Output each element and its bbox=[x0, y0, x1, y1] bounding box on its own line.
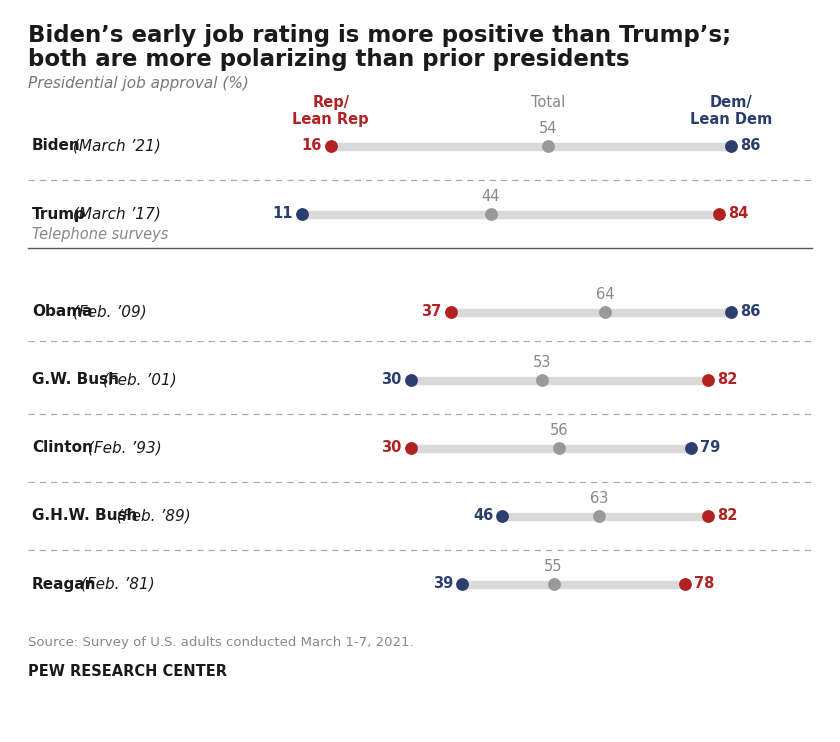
Point bbox=[598, 306, 612, 318]
Point bbox=[484, 208, 497, 220]
Text: Dem/
Lean Dem: Dem/ Lean Dem bbox=[690, 95, 772, 128]
Text: (Feb. ’01): (Feb. ’01) bbox=[97, 372, 176, 387]
Text: (Feb. ’93): (Feb. ’93) bbox=[83, 441, 162, 456]
Text: 78: 78 bbox=[694, 576, 714, 591]
Text: (Feb. ’81): (Feb. ’81) bbox=[76, 577, 155, 591]
Point bbox=[724, 306, 738, 318]
Text: (Feb. ’89): (Feb. ’89) bbox=[113, 508, 191, 524]
Text: 54: 54 bbox=[538, 121, 557, 136]
Text: 64: 64 bbox=[596, 287, 614, 302]
Bar bbox=[331, 142, 731, 149]
Point bbox=[324, 140, 338, 152]
Point bbox=[547, 578, 560, 590]
Point bbox=[535, 374, 549, 386]
Text: Obama: Obama bbox=[32, 304, 92, 320]
Point bbox=[592, 510, 606, 522]
Text: 39: 39 bbox=[433, 576, 453, 591]
Text: Source: Survey of U.S. adults conducted March 1-7, 2021.: Source: Survey of U.S. adults conducted … bbox=[28, 636, 413, 649]
Text: G.W. Bush: G.W. Bush bbox=[32, 372, 119, 387]
Text: (Feb. ’09): (Feb. ’09) bbox=[68, 304, 147, 320]
Text: Telephone surveys: Telephone surveys bbox=[32, 226, 168, 241]
Text: Rep/
Lean Rep: Rep/ Lean Rep bbox=[292, 95, 369, 128]
Text: 82: 82 bbox=[717, 508, 738, 522]
Text: Biden’s early job rating is more positive than Trump’s;: Biden’s early job rating is more positiv… bbox=[28, 24, 731, 47]
Text: 79: 79 bbox=[700, 439, 720, 455]
Text: 82: 82 bbox=[717, 372, 738, 387]
Point bbox=[701, 510, 715, 522]
Text: 63: 63 bbox=[590, 491, 608, 506]
Point bbox=[404, 374, 417, 386]
Point bbox=[455, 578, 469, 590]
Text: Reagan: Reagan bbox=[32, 577, 97, 591]
Text: 53: 53 bbox=[533, 355, 551, 370]
Bar bbox=[502, 513, 708, 519]
Point bbox=[541, 140, 554, 152]
Text: Clinton: Clinton bbox=[32, 441, 92, 456]
Text: Biden: Biden bbox=[32, 139, 81, 154]
Text: 56: 56 bbox=[550, 423, 569, 438]
Point bbox=[296, 208, 309, 220]
Point bbox=[724, 140, 738, 152]
Point bbox=[553, 442, 566, 454]
Bar bbox=[302, 211, 719, 217]
Point bbox=[404, 442, 417, 454]
Text: 30: 30 bbox=[381, 372, 402, 387]
Text: 37: 37 bbox=[422, 303, 442, 318]
Text: (March ’17): (March ’17) bbox=[68, 206, 161, 222]
Point bbox=[444, 306, 458, 318]
Text: 86: 86 bbox=[740, 303, 760, 318]
Text: Trump: Trump bbox=[32, 206, 86, 222]
Point bbox=[678, 578, 691, 590]
Text: Total: Total bbox=[531, 95, 565, 110]
Text: 46: 46 bbox=[473, 508, 493, 522]
Point bbox=[701, 374, 715, 386]
Text: 16: 16 bbox=[302, 137, 322, 153]
Point bbox=[712, 208, 726, 220]
Text: 86: 86 bbox=[740, 137, 760, 153]
Bar bbox=[451, 309, 731, 315]
Text: 84: 84 bbox=[728, 206, 748, 220]
Point bbox=[684, 442, 697, 454]
Text: PEW RESEARCH CENTER: PEW RESEARCH CENTER bbox=[28, 664, 227, 679]
Text: both are more polarizing than prior presidents: both are more polarizing than prior pres… bbox=[28, 48, 630, 71]
Bar bbox=[462, 580, 685, 588]
Text: G.H.W. Bush: G.H.W. Bush bbox=[32, 508, 137, 524]
Text: 55: 55 bbox=[544, 559, 563, 574]
Bar bbox=[411, 376, 708, 384]
Text: Presidential job approval (%): Presidential job approval (%) bbox=[28, 76, 249, 91]
Text: (March ’21): (March ’21) bbox=[68, 139, 161, 154]
Bar bbox=[411, 444, 690, 451]
Point bbox=[496, 510, 509, 522]
Text: 11: 11 bbox=[273, 206, 293, 220]
Text: 44: 44 bbox=[481, 189, 500, 204]
Text: 30: 30 bbox=[381, 439, 402, 455]
